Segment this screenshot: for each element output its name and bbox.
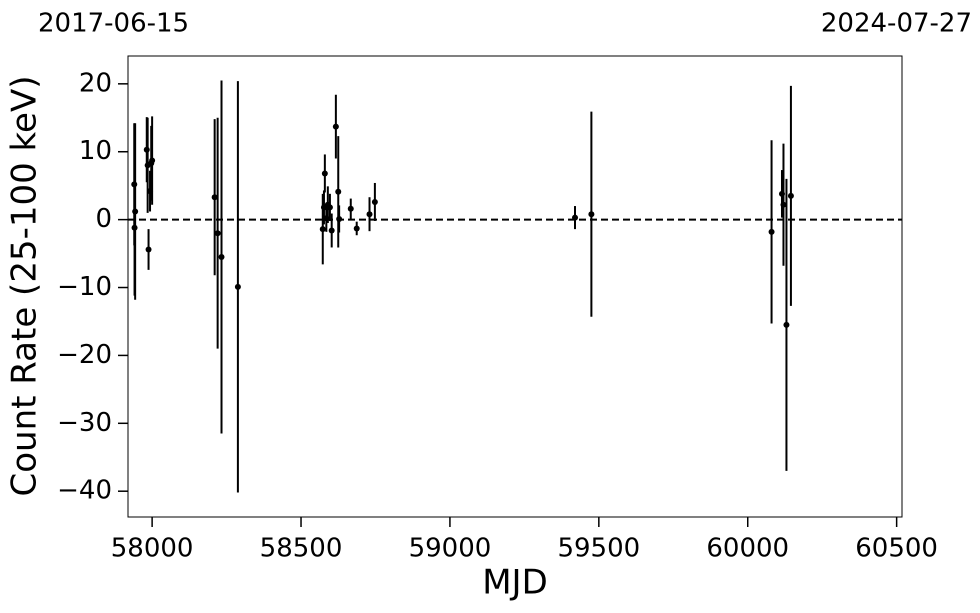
corner-label: 2017-06-15 xyxy=(38,9,189,39)
x-tick-label: 59500 xyxy=(557,534,640,564)
data-point xyxy=(332,123,339,130)
data-point xyxy=(572,214,579,221)
y-tick-label: −30 xyxy=(57,408,112,438)
y-axis-label: Count Rate (25-100 keV) xyxy=(5,76,45,497)
y-tick-label: −10 xyxy=(57,272,112,302)
y-tick-label: −20 xyxy=(57,340,112,370)
x-tick-label: 58500 xyxy=(260,534,343,564)
data-point xyxy=(353,225,360,232)
data-point xyxy=(234,283,241,290)
data-point xyxy=(131,224,138,231)
data-point xyxy=(335,188,342,195)
data-point xyxy=(787,192,794,199)
data-point xyxy=(780,201,787,208)
data-point xyxy=(145,246,152,253)
x-tick-label: 59000 xyxy=(409,534,492,564)
x-tick-label: 60500 xyxy=(855,534,938,564)
y-tick-label: 10 xyxy=(79,136,112,166)
plot-frame xyxy=(127,55,903,518)
y-tick-label: −40 xyxy=(57,476,112,506)
x-tick-label: 60000 xyxy=(706,534,789,564)
data-point xyxy=(347,205,354,212)
x-axis-label: MJD xyxy=(482,563,548,603)
data-point xyxy=(214,230,221,237)
corner-label: 2024-07-27 xyxy=(821,9,972,39)
data-point xyxy=(149,157,156,164)
data-point xyxy=(328,227,335,234)
x-tick-label: 58000 xyxy=(111,534,194,564)
data-point xyxy=(218,253,225,260)
data-point xyxy=(326,204,333,211)
data-point xyxy=(211,194,218,201)
y-tick-label: 0 xyxy=(95,204,112,234)
y-tick-label: 20 xyxy=(79,68,112,98)
data-point xyxy=(321,170,328,177)
data-point xyxy=(319,226,326,233)
data-point xyxy=(371,198,378,205)
data-point xyxy=(336,215,343,222)
data-point xyxy=(783,321,790,328)
data-point xyxy=(366,211,373,218)
data-point xyxy=(768,228,775,235)
data-point xyxy=(588,211,595,218)
